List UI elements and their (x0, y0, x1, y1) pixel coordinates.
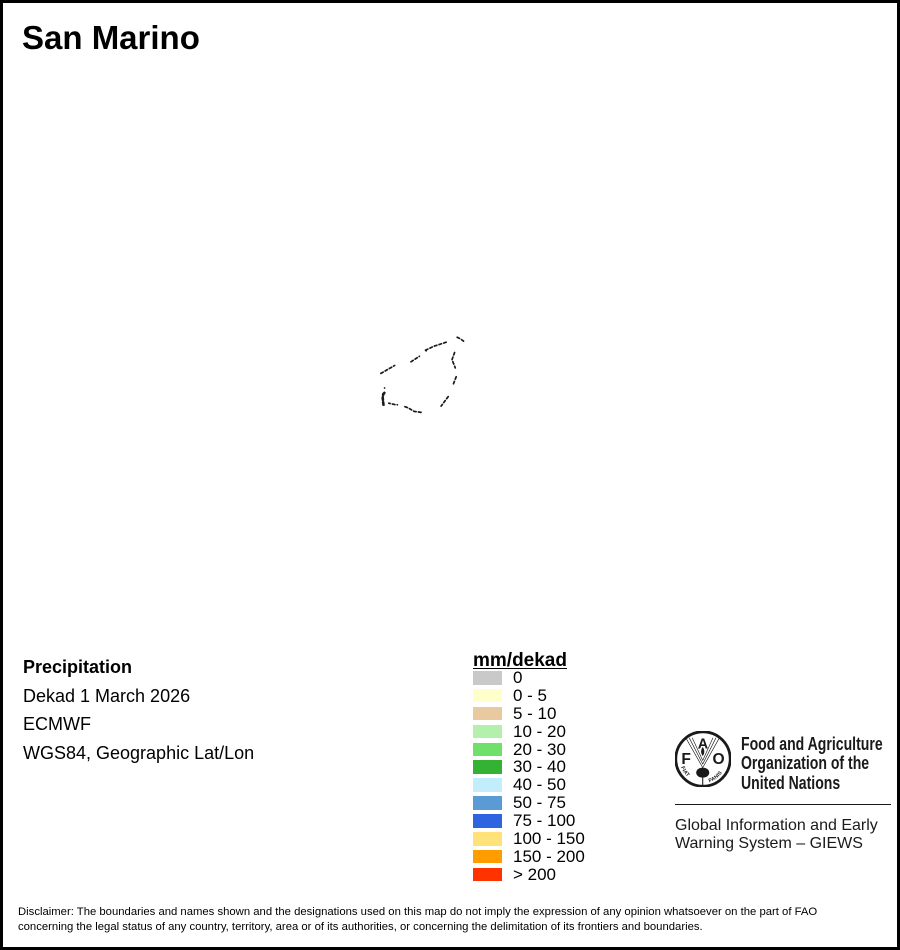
svg-text:F: F (681, 751, 691, 768)
svg-text:A: A (698, 737, 709, 753)
svg-text:O: O (712, 751, 724, 768)
